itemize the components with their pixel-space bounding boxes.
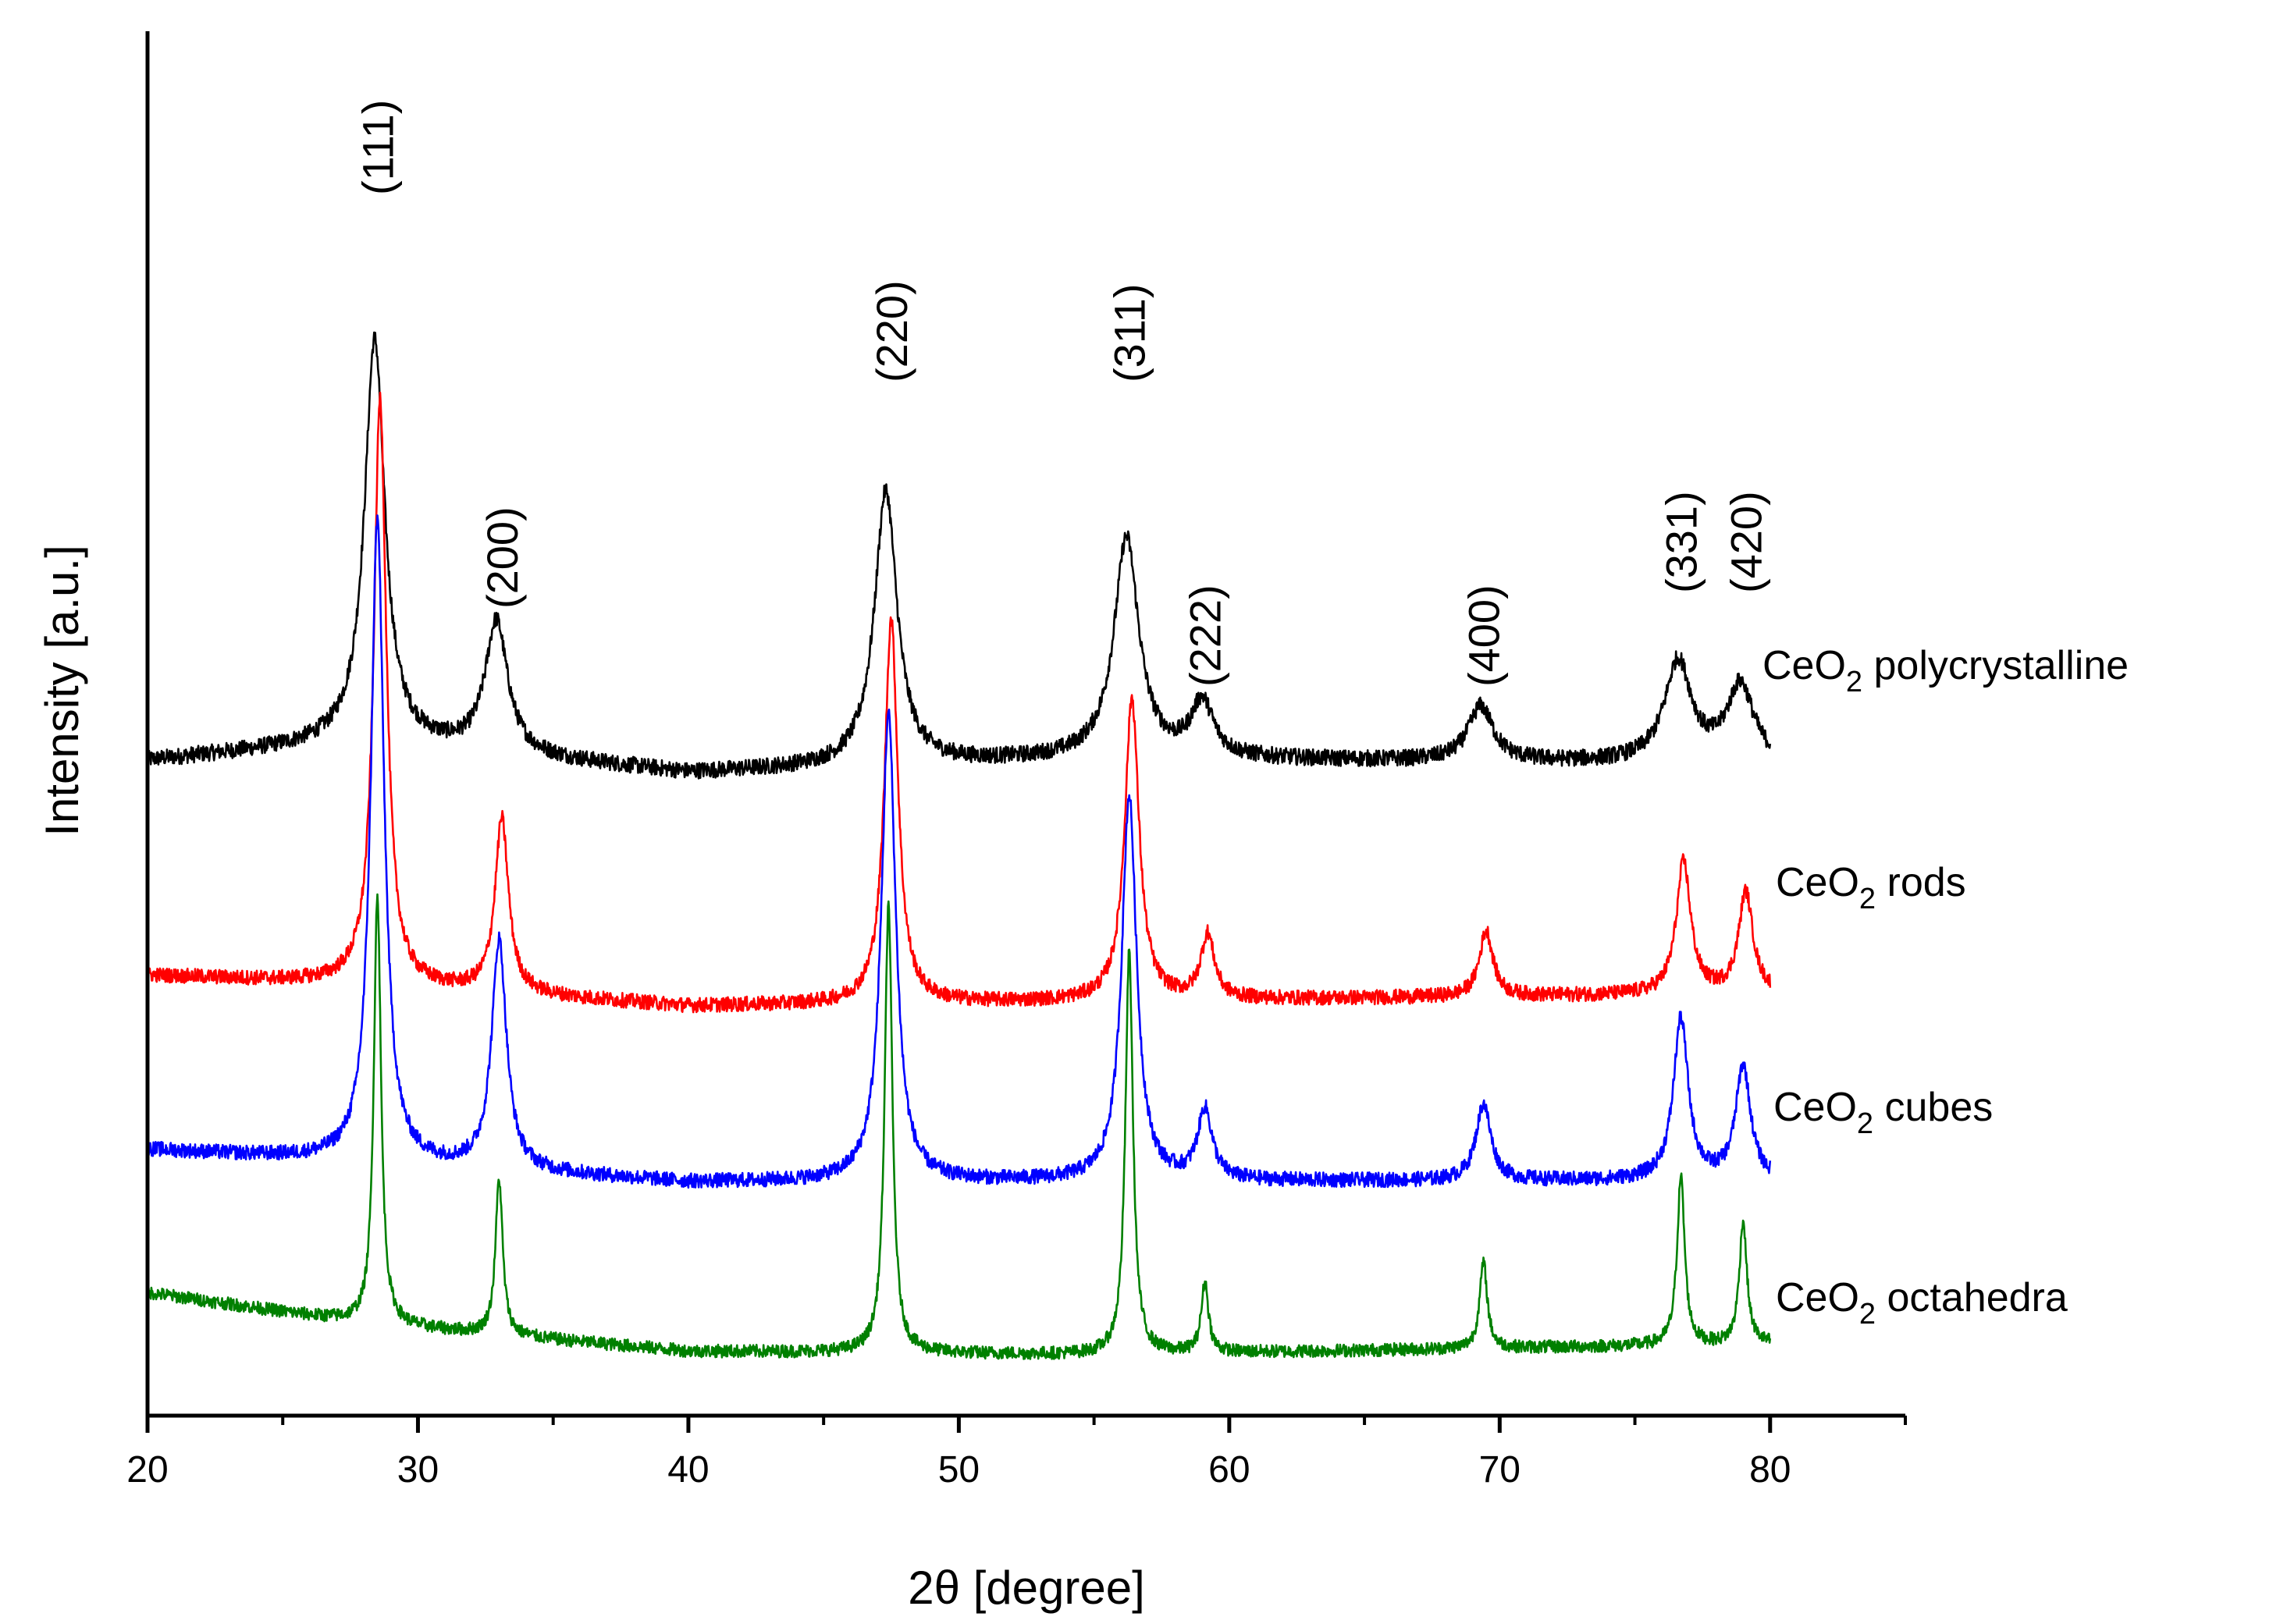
x-tick-label: 70 [1479, 1449, 1521, 1491]
series-line [147, 391, 1772, 1014]
series-label: CeO2 rods [1776, 860, 1966, 915]
peak-label: (311) [1105, 283, 1154, 382]
series-label-subscript: 2 [1857, 1107, 1873, 1140]
x-ticks: 20 30 40 50 60 70 80 [126, 1416, 1907, 1491]
x-tick-label: 40 [667, 1449, 709, 1491]
peak-label: (111) [354, 100, 403, 195]
series-label: CeO2 cubes [1773, 1085, 1993, 1140]
series-label-rest: cubes [1873, 1085, 1993, 1130]
series-label-subscript: 2 [1859, 883, 1876, 915]
series-label: CeO2 polycrystalline [1762, 643, 2129, 698]
series-label-main: CeO [1773, 1085, 1857, 1130]
x-tick-label: 60 [1208, 1449, 1250, 1491]
axes-layer [145, 31, 1905, 1418]
series-label-subscript: 2 [1846, 666, 1862, 698]
peak-label: (222) [1181, 585, 1230, 687]
peak-label: (220) [867, 280, 916, 382]
peak-label: (200) [478, 506, 527, 609]
x-tick-label: 80 [1749, 1449, 1791, 1491]
series-label-rest: octahedra [1876, 1275, 2068, 1320]
x-tick-label: 50 [938, 1449, 980, 1491]
series-label-rest: rods [1876, 860, 1966, 905]
peak-labels: (111) (200) (220) (311) (222) (400) (331) (420) [354, 100, 1771, 687]
series-layer [146, 331, 1772, 1360]
x-axis-title: 2θ [degree] [908, 1562, 1145, 1614]
series-label-rest: polycrystalline [1862, 643, 2129, 688]
series-line [146, 514, 1772, 1189]
x-tick-label: 20 [126, 1449, 168, 1491]
series-label-main: CeO [1762, 643, 1846, 688]
series-line [146, 331, 1772, 780]
x-tick-label: 30 [397, 1449, 439, 1491]
series-label-main: CeO [1776, 860, 1859, 905]
series-label-main: CeO [1776, 1275, 1859, 1320]
peak-label: (420) [1722, 491, 1771, 593]
y-axis-title: Intensity [a.u.] [36, 545, 88, 837]
series-label-subscript: 2 [1859, 1298, 1876, 1331]
series-label: CeO2 octahedra [1776, 1275, 2068, 1331]
peak-label: (331) [1656, 491, 1706, 593]
peak-label: (400) [1460, 585, 1509, 687]
series-line [146, 893, 1772, 1360]
